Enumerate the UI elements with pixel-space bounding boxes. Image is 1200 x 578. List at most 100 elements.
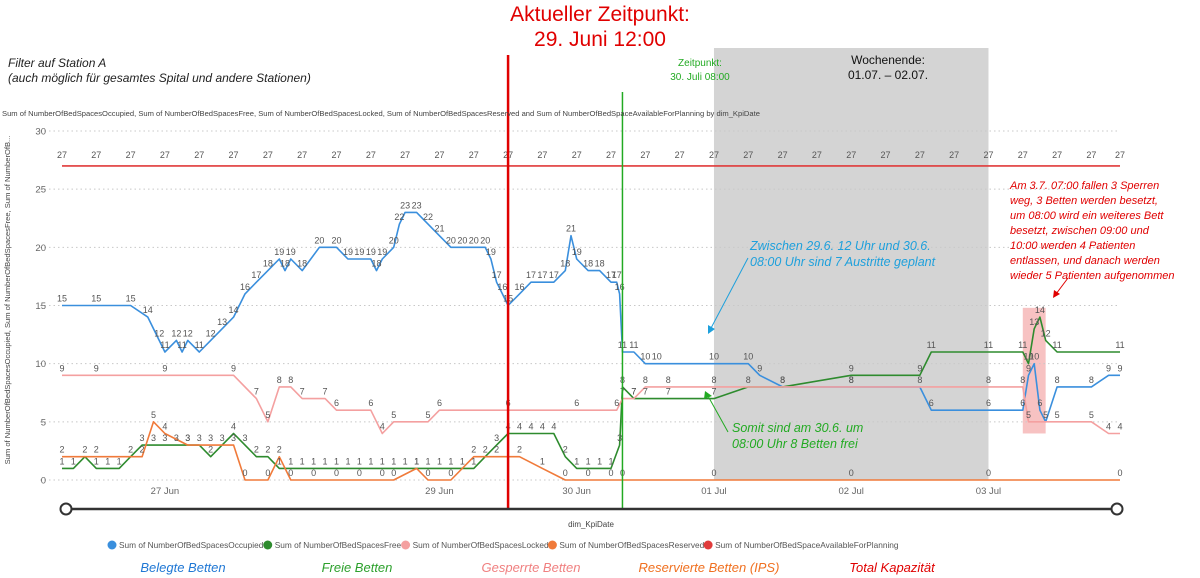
- data-label: 22: [394, 212, 404, 222]
- data-label: 11: [1115, 340, 1124, 350]
- data-label: 10: [640, 352, 650, 362]
- data-label: 19: [274, 247, 284, 257]
- data-label: 15: [126, 294, 136, 304]
- data-label: 6: [614, 398, 619, 408]
- data-label: 14: [229, 305, 239, 315]
- data-label: 8: [1055, 375, 1060, 385]
- data-label: 27: [537, 150, 547, 160]
- austritte-arrow: [709, 257, 749, 331]
- data-label: 7: [711, 387, 716, 397]
- data-label: 9: [94, 363, 99, 373]
- data-label: 6: [334, 398, 339, 408]
- data-label: 19: [286, 247, 296, 257]
- data-labels-layer: 15 15 151412111211121112131416171819181918…: [57, 150, 1125, 478]
- data-label: 2: [494, 445, 499, 455]
- data-label: 3: [220, 433, 225, 443]
- data-label: 2: [483, 445, 488, 455]
- data-label: 8: [711, 375, 716, 385]
- frei-arrow: [707, 395, 729, 433]
- chart-title: Sum of NumberOfBedSpacesOccupied, Sum of…: [2, 109, 760, 118]
- data-label: 27: [1018, 150, 1028, 160]
- data-label: 5: [265, 410, 270, 420]
- data-label: 27: [606, 150, 616, 160]
- data-label: 8: [666, 375, 671, 385]
- data-label: 11: [927, 340, 936, 350]
- data-label: 27: [434, 150, 444, 160]
- series-layer: [62, 165, 1120, 481]
- data-label: 10: [709, 352, 719, 362]
- data-label: 9: [162, 363, 167, 373]
- data-label: 0: [563, 468, 568, 478]
- data-label: 2: [59, 445, 64, 455]
- slider-end-handle[interactable]: [1110, 502, 1124, 516]
- x-tick-29-Jun: 29 Jun: [425, 486, 454, 497]
- data-label: 4: [528, 421, 533, 431]
- data-label: 15: [91, 294, 101, 304]
- filter-note-line1: Filter auf Station A: [8, 56, 106, 70]
- data-label: 10: [743, 352, 753, 362]
- data-label: 1: [597, 456, 602, 466]
- data-label: 1: [391, 456, 396, 466]
- data-label: 0: [609, 468, 614, 478]
- legend-marker-3: [547, 540, 557, 550]
- legend-marker-0: [107, 540, 117, 550]
- zeitpunkt-label-line1: Zeitpunkt:: [678, 58, 722, 69]
- data-label: 0: [357, 468, 362, 478]
- legend: Sum of NumberOfBedSpacesOccupied Sum of N…: [107, 540, 899, 550]
- data-label: 0: [1117, 468, 1122, 478]
- data-label: 19: [366, 247, 376, 257]
- legend-label-0: Sum of NumberOfBedSpacesOccupied: [119, 540, 264, 550]
- data-label: 27: [778, 150, 788, 160]
- red-note-line: besetzt, zwischen 09:00 und: [1010, 225, 1150, 237]
- data-label: 2: [563, 445, 568, 455]
- data-label: 4: [380, 421, 385, 431]
- data-label: 14: [143, 305, 153, 315]
- data-label: 1: [277, 456, 282, 466]
- data-label: 20: [314, 235, 324, 245]
- data-label: 20: [457, 235, 467, 245]
- data-label: 5: [391, 410, 396, 420]
- data-label: 21: [434, 224, 444, 234]
- data-label: 11: [984, 340, 993, 350]
- data-label: 8: [917, 375, 922, 385]
- data-label: 4: [551, 421, 556, 431]
- red-note-arrowhead: [1053, 290, 1060, 298]
- data-label: 1: [380, 456, 385, 466]
- data-label: 12: [206, 328, 216, 338]
- y-tick-30: 30: [35, 127, 46, 138]
- data-label: 13: [1029, 317, 1039, 327]
- data-label: 6: [1037, 398, 1042, 408]
- data-label: 21: [566, 224, 576, 234]
- data-label: 27: [812, 150, 822, 160]
- data-label: 3: [208, 433, 213, 443]
- data-label: 0: [311, 468, 316, 478]
- data-label: 27: [194, 150, 204, 160]
- bottom-label-3: Reservierte Betten (IPS): [639, 560, 780, 575]
- data-label: 7: [254, 387, 259, 397]
- data-label: 16: [240, 282, 250, 292]
- data-label: 0: [426, 468, 431, 478]
- legend-label-3: Sum of NumberOfBedSpacesReserved: [559, 540, 704, 550]
- data-label: 27: [675, 150, 685, 160]
- data-label: 17: [549, 270, 559, 280]
- data-label: 11: [629, 340, 638, 350]
- data-label: 5: [1043, 410, 1048, 420]
- data-label: 6: [986, 398, 991, 408]
- bottom-label-1: Freie Betten: [322, 560, 393, 575]
- slider-start-handle[interactable]: [59, 502, 73, 516]
- x-axis-label: dim_KpiDate: [568, 520, 614, 529]
- bottom-label-2: Gesperrte Betten: [482, 560, 581, 575]
- data-label: 7: [643, 387, 648, 397]
- data-label: 19: [486, 247, 496, 257]
- data-label: 0: [265, 468, 270, 478]
- data-label: 4: [231, 421, 236, 431]
- data-label: 16: [497, 282, 507, 292]
- data-label: 1: [71, 456, 76, 466]
- data-label: 16: [515, 282, 525, 292]
- data-label: 18: [297, 259, 307, 269]
- legend-label-2: Sum of NumberOfBedSpacesLocked: [413, 540, 549, 550]
- x-tick-02-Jul: 02 Jul: [839, 486, 864, 497]
- data-label: 4: [162, 421, 167, 431]
- data-label: 3: [494, 433, 499, 443]
- red-note-line: um 08:00 wird ein weiteres Bett: [1010, 210, 1164, 222]
